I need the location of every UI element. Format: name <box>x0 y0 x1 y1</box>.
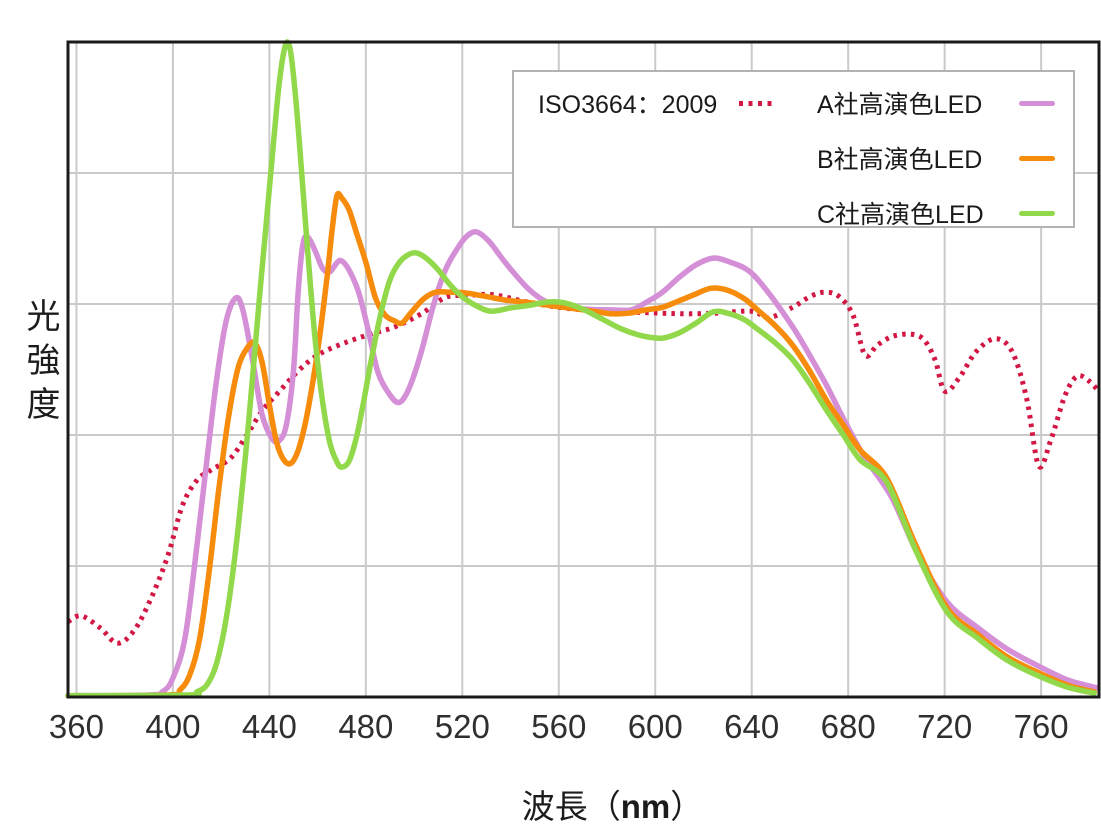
legend-item-2: B社高演色LED <box>817 137 1055 179</box>
x-tick-label: 400 <box>145 708 201 745</box>
legend-label: B社高演色LED <box>817 146 983 174</box>
plot-border <box>66 40 1101 699</box>
x-tick-label: 640 <box>724 708 780 745</box>
legend-swatch-solid-line <box>1019 100 1055 106</box>
x-axis-title-suffix: ） <box>670 788 704 825</box>
x-tick-label: 520 <box>434 708 490 745</box>
x-tick-label: 360 <box>48 708 104 745</box>
legend-item-3: C社高演色LED <box>817 192 1055 234</box>
series-line-0 <box>66 289 1101 646</box>
legend-swatch-solid-line <box>1019 155 1055 161</box>
legend-swatch-dotted-line <box>739 100 776 106</box>
legend-swatch-solid-line <box>1019 210 1055 216</box>
x-axis-title: 波長（nm） <box>125 780 1100 828</box>
series-line-3 <box>65 39 1097 699</box>
y-axis-title: 光強度 <box>21 298 59 430</box>
legend-item-1: A社高演色LED <box>817 82 1055 124</box>
legend-item-0: ISO3664：2009 <box>538 82 776 124</box>
x-tick-label: 600 <box>627 708 683 745</box>
x-tick-label: 480 <box>338 708 394 745</box>
x-tick-label: 760 <box>1013 708 1069 745</box>
x-tick-label: 680 <box>820 708 876 745</box>
legend-label: A社高演色LED <box>817 91 983 119</box>
legend-label: C社高演色LED <box>817 201 984 229</box>
x-tick-label: 560 <box>531 708 587 745</box>
x-tick-label: 440 <box>241 708 297 745</box>
x-axis-title-text: 波長（ <box>521 788 621 825</box>
series-line-2 <box>65 190 1097 699</box>
legend: ISO3664：2009 A社高演色LED B社高演色LED C社高演色LED <box>512 70 1075 229</box>
x-tick-label: 720 <box>917 708 973 745</box>
legend-label: ISO3664：2009 <box>538 91 718 119</box>
x-axis-title-unit: nm <box>620 788 671 825</box>
